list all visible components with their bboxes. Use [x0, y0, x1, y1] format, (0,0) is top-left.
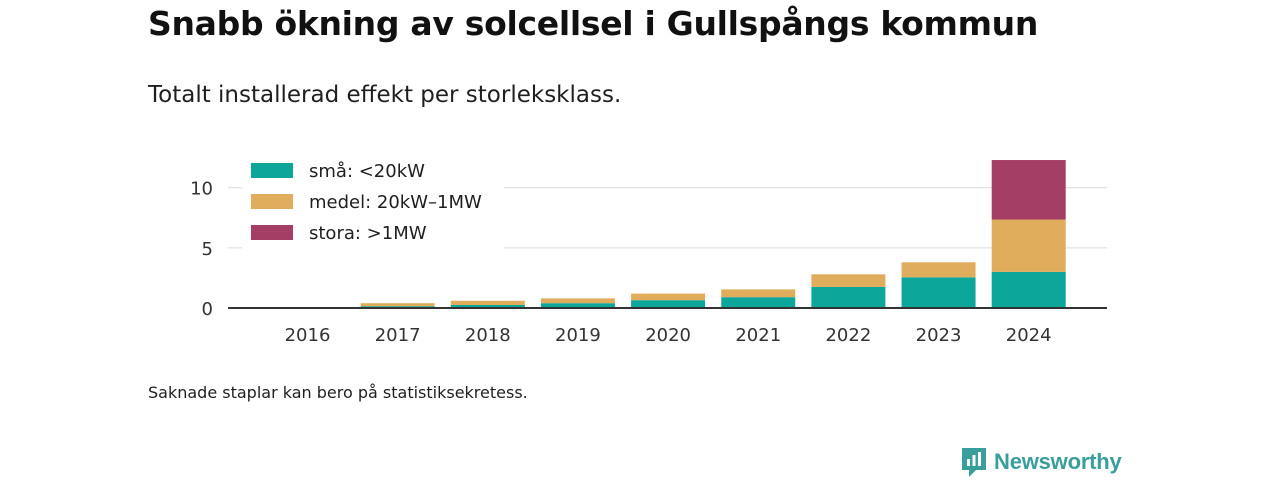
- footnote: Saknade staplar kan bero på statistiksek…: [148, 383, 528, 402]
- x-tick-label: 2021: [735, 325, 781, 346]
- x-tick-label: 2017: [375, 325, 421, 346]
- x-tick-label: 2020: [645, 325, 691, 346]
- bar-segment: [721, 297, 796, 308]
- y-tick-label: 10: [190, 179, 213, 200]
- y-tick-label: 0: [202, 299, 213, 320]
- bar-segment: [360, 303, 435, 307]
- bar-segment: [811, 274, 886, 287]
- legend-label: medel: 20kW–1MW: [309, 192, 482, 213]
- bar-segment: [721, 289, 796, 298]
- chart-subtitle: Totalt installerad effekt per storlekskl…: [148, 82, 622, 108]
- bar-segment: [631, 293, 706, 301]
- bar-segment: [991, 160, 1066, 220]
- legend-label: stora: >1MW: [309, 223, 427, 244]
- bar-segment: [991, 219, 1066, 272]
- bar-segment: [540, 303, 615, 308]
- legend-label: små: <20kW: [309, 161, 425, 182]
- x-tick-label: 2023: [916, 325, 962, 346]
- legend-swatch: [251, 225, 293, 240]
- legend-swatch: [251, 194, 293, 209]
- legend-swatch: [251, 163, 293, 178]
- bar-segment: [901, 277, 976, 308]
- bar-segment: [450, 300, 525, 305]
- bar-segment: [450, 304, 525, 308]
- newsworthy-logo-icon: [962, 448, 986, 477]
- x-tick-label: 2019: [555, 325, 601, 346]
- bar-segment: [811, 286, 886, 308]
- bar-segment: [901, 262, 976, 278]
- y-tick-label: 5: [202, 239, 213, 260]
- x-tick-label: 2016: [285, 325, 331, 346]
- brand-logo[interactable]: Newsworthy: [960, 445, 1122, 479]
- brand-name: Newsworthy: [994, 449, 1122, 474]
- bar-segment: [540, 298, 615, 304]
- x-tick-label: 2018: [465, 325, 511, 346]
- bar-segment: [991, 271, 1066, 308]
- chart-title: Snabb ökning av solcellsel i Gullspångs …: [148, 4, 1039, 43]
- x-tick-label: 2022: [825, 325, 871, 346]
- stacked-bar-chart: 0 5 10 2016 2017 2018 2019 2020 2021 2022 2023 2024…: [190, 160, 1107, 346]
- bar-segment: [631, 300, 706, 308]
- x-tick-label: 2024: [1006, 325, 1052, 346]
